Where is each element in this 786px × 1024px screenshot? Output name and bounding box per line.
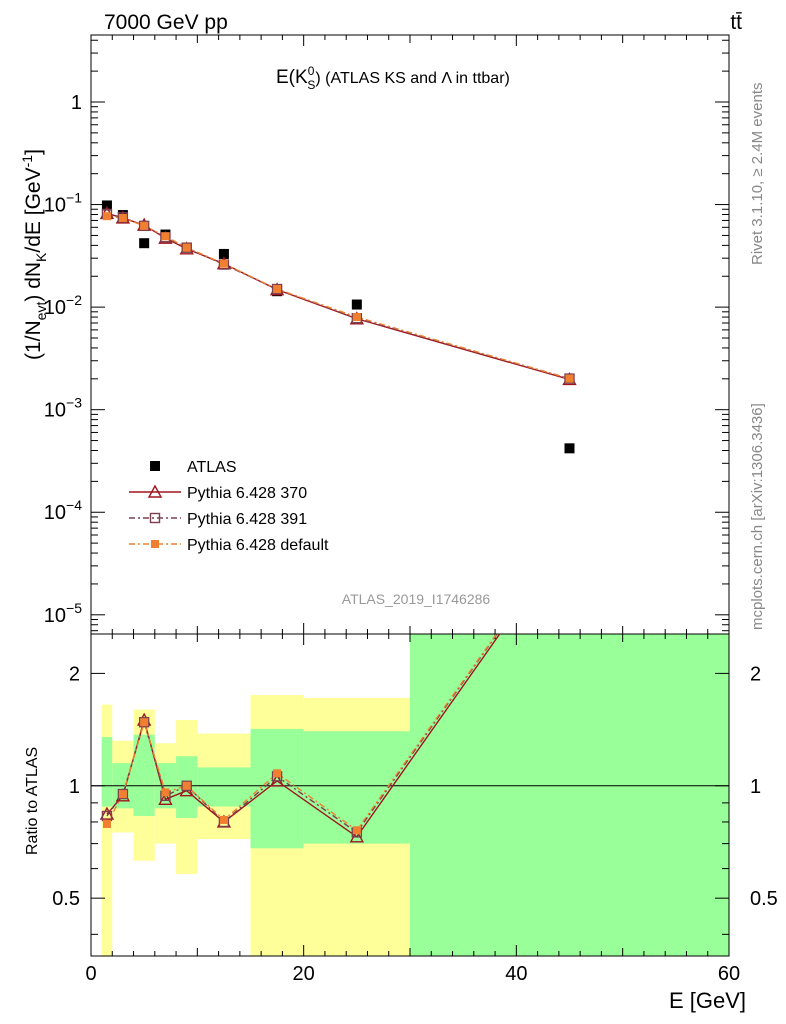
legend-label: Pythia 6.428 391 [187,511,307,528]
main-point-pythia-6-428-default [565,374,574,383]
ratio-point-pythia-6-428-391 [138,717,150,728]
ratio-point-pythia-6-428-default [102,820,111,829]
band-green-2 [133,734,155,816]
ratio-point-pythia-6-428-default [118,790,127,799]
legend-label: ATLAS [187,459,237,476]
ratio-y-tick-label-left: 2 [69,663,80,685]
x-axis-label: E [GeV] [669,988,746,1013]
main-point-atlas [101,200,112,211]
legend-marker [147,484,163,498]
band-yellow-0 [101,704,113,956]
main-point-pythia-6-428-default [161,232,170,241]
legend-label: Pythia 6.428 370 [187,485,307,502]
band-green-0 [101,737,113,807]
ratio-y-tick-label-right: 2 [750,663,761,685]
ratio-line-pythia-6-428-default [106,634,498,832]
main-line-pythia-6-428-370 [106,212,570,381]
main-point-pythia-6-428-391 [138,220,150,232]
band-green-8 [410,634,729,956]
main-line-pythia-6-428-default [106,215,570,380]
y-tick-label: 10−2 [44,292,82,319]
x-tick-label: 20 [293,963,315,985]
ratio-point-pythia-6-428-default [352,826,361,835]
legend-marker [151,540,159,548]
main-point-pythia-6-428-default [182,243,191,252]
main-point-pythia-6-428-391 [564,373,575,384]
legend-marker [149,512,161,524]
ratio-y-tick-label-left: 1 [69,776,80,798]
ratio-point-pythia-6-428-default [219,815,228,824]
x-tick-label: 0 [85,963,96,985]
ratio-point-pythia-6-428-default [161,788,170,797]
y-tick-label: 10−3 [44,395,82,422]
ratio-point-pythia-6-428-391 [181,780,192,791]
main-point-pythia-6-428-default [140,221,149,230]
legend-label: Pythia 6.428 default [187,537,329,554]
ratio-y-axis-label: Ratio to ATLAS [24,747,41,855]
main-point-atlas [218,248,229,259]
ratio-y-tick-label-left: 0.5 [52,888,80,910]
ratio-point-pythia-6-428-370 [99,806,115,820]
ratio-y-tick-label-right: 1 [750,776,761,798]
ratio-y-tick-label-right: 0.5 [750,888,778,910]
ratio-point-pythia-6-428-default [182,781,191,790]
ratio-point-pythia-6-428-370 [158,791,173,805]
mcplots-label: mcplots.cern.ch [arXiv:1306.3436] [749,403,766,630]
x-tick-label: 60 [718,963,740,985]
ratio-point-pythia-6-428-default [140,718,149,727]
y-tick-label: 10−1 [44,190,82,217]
x-tick-label: 40 [505,963,527,985]
main-point-pythia-6-428-391 [271,283,283,295]
main-line-pythia-6-428-391 [106,213,570,380]
rivet-version-label: Rivet 3.1.10, ≥ 2.4M events [749,83,766,266]
main-point-atlas [139,238,150,249]
main-point-atlas [351,299,362,310]
tick-labels: 0 20 40 60 1 10−1 10−2 10−3 10−4 10−5 0.5 0.5 1 1 2 2 [44,92,778,985]
ratio-point-pythia-6-428-default [273,769,282,778]
legend: ATLAS Pythia 6.428 370 Pythia 6.428 391 Pyt… [129,459,329,554]
main-point-pythia-6-428-default [273,285,282,294]
legend-marker-atlas [150,461,160,471]
y-tick-label: 1 [71,92,82,114]
main-point-pythia-6-428-default [118,213,127,222]
main-point-pythia-6-428-default [219,259,228,268]
ratio-markers [99,712,365,843]
y-tick-label: 10−5 [44,600,82,627]
analysis-watermark: ATLAS_2019_I1746286 [342,591,491,607]
main-y-axis-label: (1/Nevt) dNK/dE [GeV-1] [19,149,49,360]
main-point-pythia-6-428-default [102,212,111,221]
main-point-pythia-6-428-default [352,313,361,322]
ratio-point-pythia-6-428-391 [117,788,129,800]
main-point-pythia-6-428-391 [181,242,192,253]
series-markers [99,200,577,843]
band-green-5 [197,767,251,807]
plot-title: E(K0 S) (ATLAS KS and Λ in ttbar) [276,64,510,92]
header-energy-label: 7000 GeV pp [104,11,228,34]
main-point-atlas [564,443,575,454]
header-process-label: tt̄ [730,11,742,34]
y-tick-label: 10−4 [44,497,82,524]
